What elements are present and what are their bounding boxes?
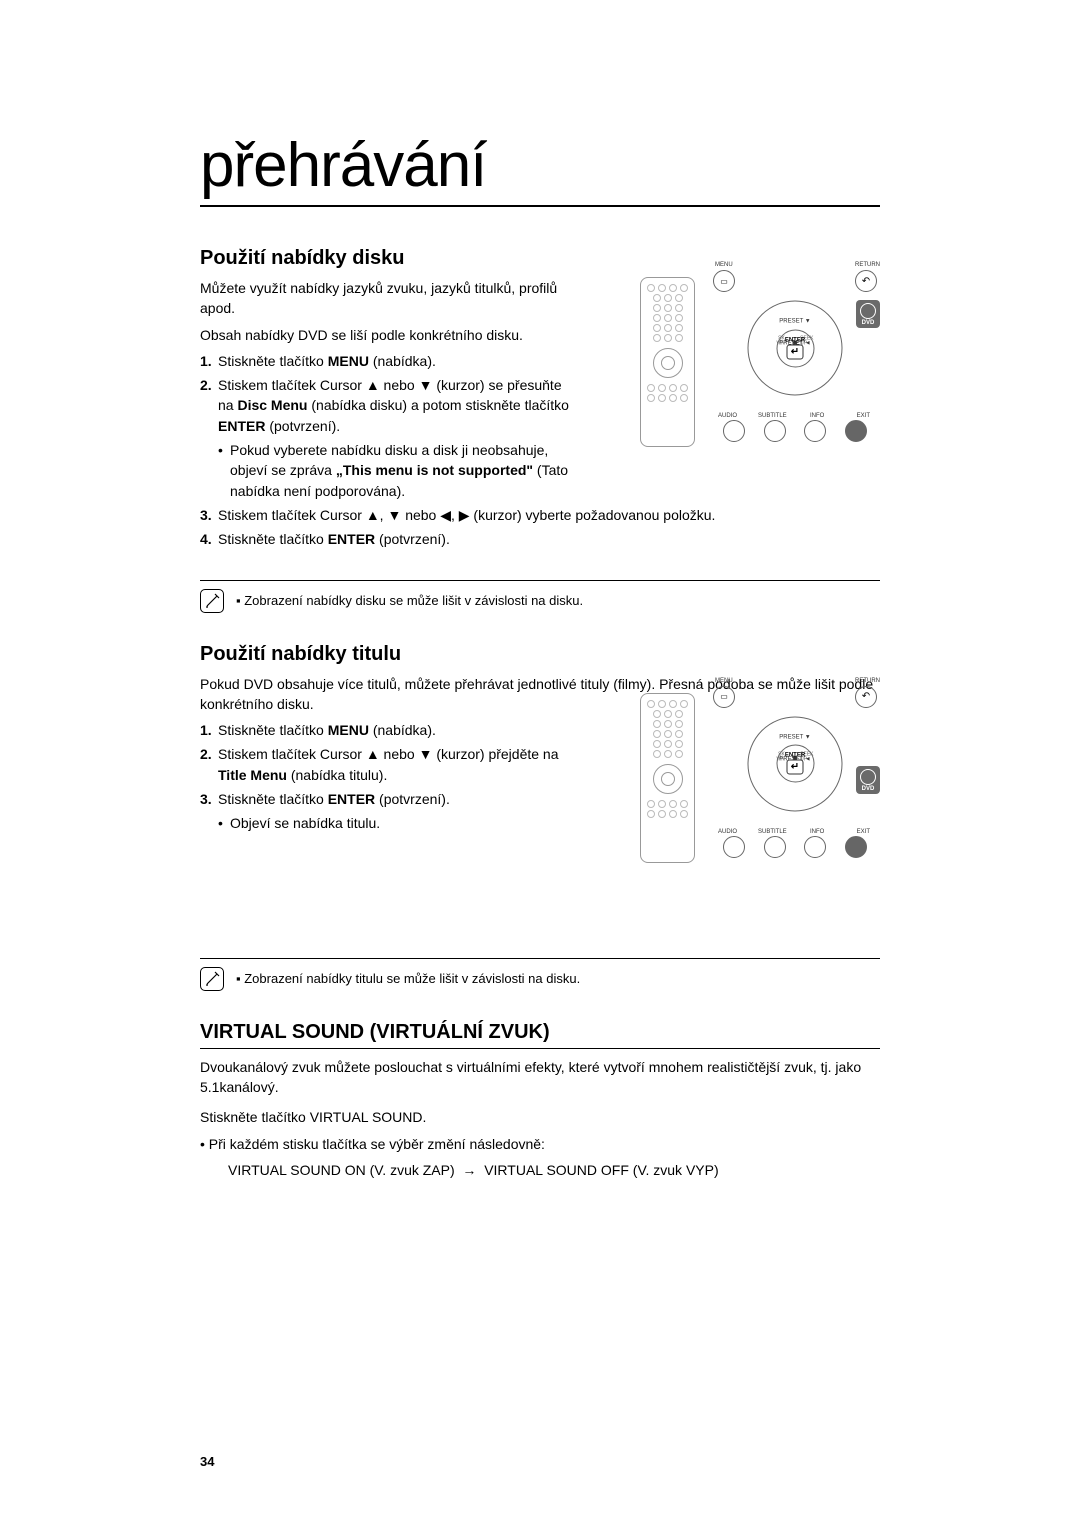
title-step-2: 2.Stiskem tlačítek Cursor ▲ nebo ▼ (kurz… [200, 744, 570, 785]
disc-step-1: 1.Stiskněte tlačítko MENU (nabídka). [200, 351, 570, 371]
menu-button-icon: ▭ [713, 686, 735, 708]
title-step-3-bullet: Objeví se nabídka titulu. [200, 813, 570, 833]
nav-circle-icon: PRESET ◄ PRESET ▼ ◄ ► SKWN SEEKUP ENTER … [748, 301, 843, 396]
title-step-3: 3.Stiskněte tlačítko ENTER (potvrzení). [200, 789, 570, 809]
info-label: INFO [810, 829, 824, 835]
virtual-sound-intro: Dvoukanálový zvuk můžete poslouchat s vi… [200, 1057, 880, 1098]
disc-step-4: 4.Stiskněte tlačítko ENTER (potvrzení). [200, 529, 880, 549]
title-step-1: 1.Stiskněte tlačítko MENU (nabídka). [200, 720, 570, 740]
disc-step-3: 3.Stiskem tlačítek Cursor ▲, ▼ nebo ◀, ▶… [200, 505, 880, 525]
title-menu-heading: Použití nabídky titulu [200, 643, 880, 666]
menu-label: MENU [715, 678, 733, 684]
title-note-text: Zobrazení nabídky titulu se může lišit v… [236, 971, 580, 986]
disc-menu-section: Použití nabídky disku Můžete využít nabí… [200, 247, 880, 550]
info-button-icon [804, 420, 826, 442]
disc-step-2-bullet: Pokud vyberete nabídku disku a disk ji n… [200, 440, 570, 501]
note-icon [200, 967, 224, 991]
remote-illustration-1: MENU RETURN ▭ ↶ PRESET ◄ PRESET ▼ ◄ ► SK… [640, 277, 880, 477]
nav-pad-icon: MENU RETURN ▭ ↶ PRESET ◄ PRESET ▼ ◄ ► SK… [710, 683, 880, 863]
title-menu-section: Použití nabídky titulu Pokud DVD obsahuj… [200, 643, 880, 834]
return-label: RETURN [855, 262, 880, 268]
subtitle-button-icon [764, 420, 786, 442]
return-label: RETURN [855, 678, 880, 684]
note-icon [200, 589, 224, 613]
remote-body-icon [640, 277, 695, 447]
nav-pad-icon: MENU RETURN ▭ ↶ PRESET ◄ PRESET ▼ ◄ ► SK… [710, 267, 880, 447]
disc-note-text: Zobrazení nabídky disku se může lišit v … [236, 593, 583, 608]
virtual-sound-heading: VIRTUAL SOUND (VIRTUÁLNÍ ZVUK) [200, 1021, 880, 1049]
audio-label: AUDIO [718, 413, 737, 419]
page-number: 34 [200, 1454, 214, 1469]
audio-button-icon [723, 836, 745, 858]
audio-button-icon [723, 420, 745, 442]
title-note: Zobrazení nabídky titulu se může lišit v… [200, 958, 880, 991]
enter-button-icon: ENTER ↵ [776, 329, 814, 367]
subtitle-label: SUBTITLE [758, 829, 787, 835]
disc-step-2: 2.Stiskem tlačítek Cursor ▲ nebo ▼ (kurz… [200, 375, 570, 436]
preset-down-label: PRESET ▼ [779, 319, 811, 325]
disc-menu-intro2: Obsah nabídky DVD se liší podle konkrétn… [200, 325, 570, 345]
info-label: INFO [810, 413, 824, 419]
virtual-sound-bullet: • Při každém stisku tlačítka se výběr zm… [200, 1134, 880, 1154]
exit-label: EXIT [857, 413, 870, 419]
menu-label: MENU [715, 262, 733, 268]
virtual-sound-flow: VIRTUAL SOUND ON (V. zvuk ZAP) → VIRTUAL… [200, 1162, 880, 1178]
remote-body-icon [640, 693, 695, 863]
page-title: přehrávání [200, 130, 880, 207]
disc-menu-intro: Můžete využít nabídky jazyků zvuku, jazy… [200, 278, 570, 319]
virtual-sound-instruction: Stiskněte tlačítko VIRTUAL SOUND. [200, 1107, 880, 1127]
subtitle-label: SUBTITLE [758, 413, 787, 419]
exit-button-icon [845, 836, 867, 858]
disc-note: Zobrazení nabídky disku se může lišit v … [200, 580, 880, 613]
audio-label: AUDIO [718, 829, 737, 835]
exit-button-icon [845, 420, 867, 442]
info-button-icon [804, 836, 826, 858]
preset-down-label: PRESET ▼ [779, 734, 811, 740]
remote-illustration-2: MENU RETURN ▭ ↶ PRESET ◄ PRESET ▼ ◄ ► SK… [640, 693, 880, 893]
menu-button-icon: ▭ [713, 270, 735, 292]
return-button-icon: ↶ [855, 686, 877, 708]
nav-circle-icon: PRESET ◄ PRESET ▼ ◄ ► SKWN SEEKUP ENTER … [748, 716, 843, 811]
return-button-icon: ↶ [855, 270, 877, 292]
enter-button-icon: ENTER ↵ [776, 745, 814, 783]
exit-label: EXIT [857, 829, 870, 835]
subtitle-button-icon [764, 836, 786, 858]
